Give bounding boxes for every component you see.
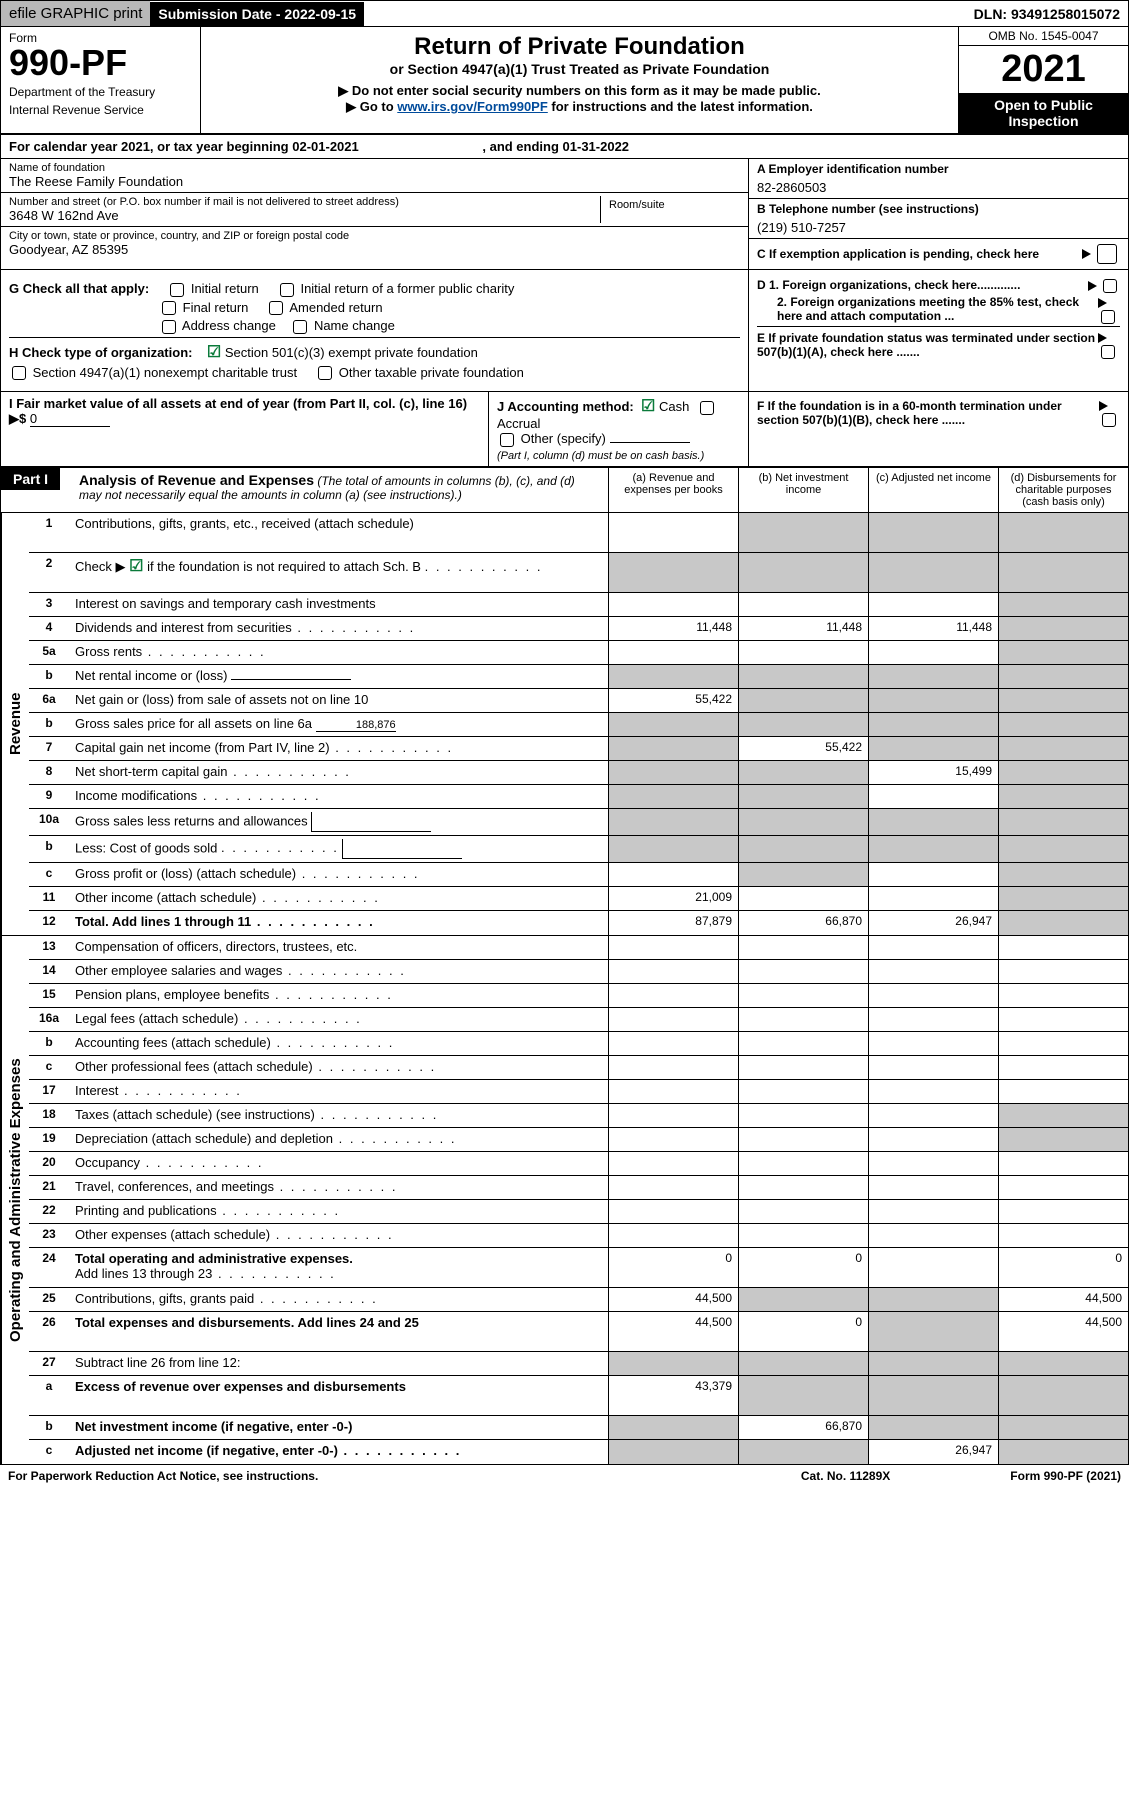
ssn-note: ▶ Do not enter social security numbers o… — [211, 83, 948, 99]
checkbox-address-change[interactable] — [162, 320, 176, 334]
section-c-label: C If exemption application is pending, c… — [757, 247, 1039, 261]
arrow-icon — [1099, 401, 1108, 411]
arrow-icon — [1082, 249, 1091, 259]
city: Goodyear, AZ 85395 — [9, 242, 740, 257]
form-link[interactable]: www.irs.gov/Form990PF — [397, 99, 548, 114]
revenue-section: Revenue 1Contributions, gifts, grants, e… — [0, 513, 1129, 936]
checkbox-e[interactable] — [1101, 345, 1115, 359]
arrow-icon — [1098, 298, 1107, 308]
i-value: 0 — [30, 411, 110, 427]
arrow-icon — [1088, 281, 1097, 291]
goto-note: ▶ Go to www.irs.gov/Form990PF for instru… — [211, 99, 948, 115]
foundation-name: The Reese Family Foundation — [9, 174, 740, 189]
checkbox-name-change[interactable] — [293, 320, 307, 334]
form-header: Form 990-PF Department of the Treasury I… — [0, 27, 1129, 133]
expenses-side-label: Operating and Administrative Expenses — [1, 936, 29, 1464]
l4-a: 11,448 — [608, 617, 738, 640]
omb-number: OMB No. 1545-0047 — [959, 27, 1128, 46]
open-inspection: Open to Public Inspection — [959, 93, 1128, 133]
form-ref: Form 990-PF (2021) — [1010, 1469, 1121, 1483]
ein: 82-2860503 — [757, 176, 1120, 195]
part1-badge: Part I — [1, 468, 60, 490]
dln: DLN: 93491258015072 — [966, 2, 1128, 26]
g-label: G Check all that apply: — [9, 281, 149, 296]
section-g-h-block: G Check all that apply: Initial return I… — [0, 270, 1129, 392]
h-label: H Check type of organization: — [9, 345, 192, 360]
checkbox-initial-former[interactable] — [280, 283, 294, 297]
checkbox-other-taxable[interactable] — [318, 366, 332, 380]
e-label: E If private foundation status was termi… — [757, 331, 1098, 359]
city-label: City or town, state or province, country… — [9, 230, 740, 242]
efile-label[interactable]: efile GRAPHIC print — [1, 1, 150, 26]
checkbox-other-method[interactable] — [500, 433, 514, 447]
paperwork-notice: For Paperwork Reduction Act Notice, see … — [8, 1469, 318, 1483]
form-title: Return of Private Foundation — [211, 33, 948, 61]
d1-label: D 1. Foreign organizations, check here..… — [757, 278, 1020, 292]
checkbox-d1[interactable] — [1103, 279, 1117, 293]
arrow-icon — [1098, 333, 1107, 343]
section-i-j-f: I Fair market value of all assets at end… — [0, 392, 1129, 467]
part1-title: Analysis of Revenue and Expenses — [79, 472, 314, 488]
col-d-header: (d) Disbursements for charitable purpose… — [998, 468, 1128, 512]
part1-header-row: Part I Analysis of Revenue and Expenses … — [0, 467, 1129, 513]
street: 3648 W 162nd Ave — [9, 208, 600, 223]
dept-irs: Internal Revenue Service — [9, 103, 192, 117]
col-c-header: (c) Adjusted net income — [868, 468, 998, 512]
check-icon: ☑ — [129, 558, 143, 575]
form-subtitle: or Section 4947(a)(1) Trust Treated as P… — [211, 61, 948, 77]
room-suite-label: Room/suite — [600, 196, 740, 223]
telephone: (219) 510-7257 — [757, 216, 1120, 235]
street-label: Number and street (or P.O. box number if… — [9, 196, 600, 208]
checkbox-d2[interactable] — [1101, 310, 1115, 324]
check-icon: ☑ — [207, 344, 221, 361]
cat-number: Cat. No. 11289X — [801, 1469, 890, 1483]
col-a-header: (a) Revenue and expenses per books — [608, 468, 738, 512]
checkbox-4947[interactable] — [12, 366, 26, 380]
form-number: 990-PF — [9, 45, 192, 81]
d2-label: 2. Foreign organizations meeting the 85%… — [757, 295, 1098, 323]
checkbox-amended-return[interactable] — [269, 301, 283, 315]
tel-label: B Telephone number (see instructions) — [757, 202, 1120, 216]
ein-label: A Employer identification number — [757, 162, 1120, 176]
checkbox-f[interactable] — [1102, 413, 1116, 427]
top-bar: efile GRAPHIC print Submission Date - 20… — [0, 0, 1129, 27]
page-footer: For Paperwork Reduction Act Notice, see … — [0, 1465, 1129, 1487]
check-icon: ☑ — [641, 398, 655, 415]
checkbox-c[interactable] — [1097, 244, 1117, 264]
identity-block: Name of foundation The Reese Family Foun… — [0, 159, 1129, 270]
checkbox-accrual[interactable] — [700, 401, 714, 415]
calendar-year-row: For calendar year 2021, or tax year begi… — [0, 133, 1129, 159]
tax-year: 2021 — [959, 46, 1128, 93]
dept-treasury: Department of the Treasury — [9, 85, 192, 99]
checkbox-initial-return[interactable] — [170, 283, 184, 297]
checkbox-final-return[interactable] — [162, 301, 176, 315]
name-label: Name of foundation — [9, 162, 740, 174]
revenue-side-label: Revenue — [1, 513, 29, 935]
j-label: J Accounting method: — [497, 399, 634, 414]
col-b-header: (b) Net investment income — [738, 468, 868, 512]
f-label: F If the foundation is in a 60-month ter… — [757, 399, 1099, 427]
submission-date-label: Submission Date - 2022-09-15 — [150, 2, 364, 26]
expenses-section: Operating and Administrative Expenses 13… — [0, 936, 1129, 1465]
j-note: (Part I, column (d) must be on cash basi… — [497, 450, 704, 462]
